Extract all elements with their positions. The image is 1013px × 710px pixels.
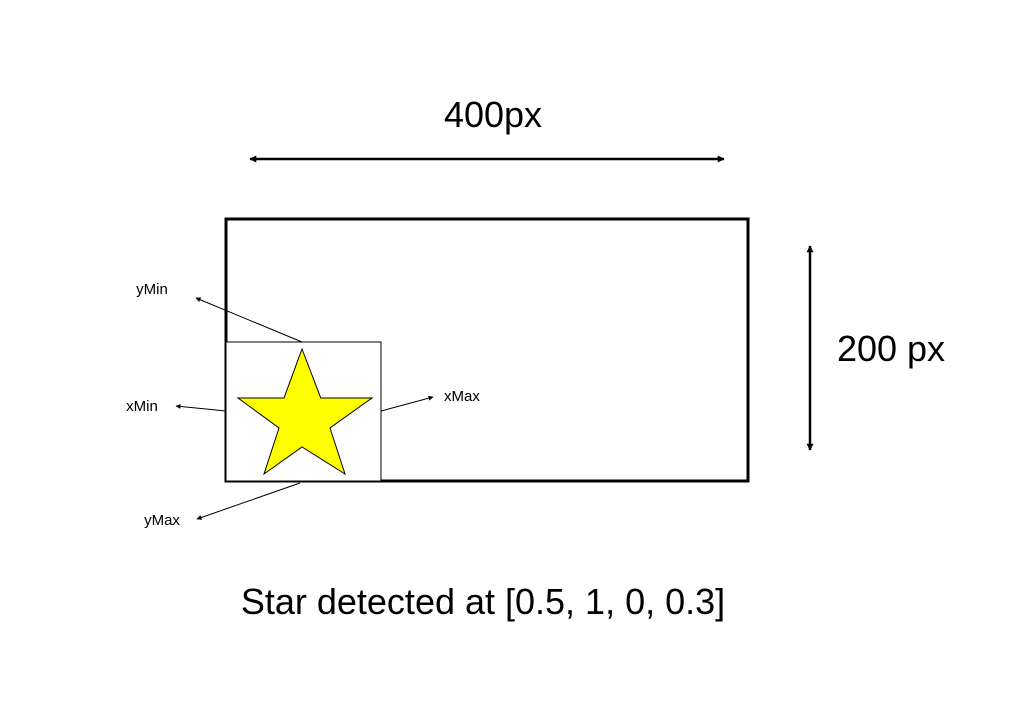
ymin-pointer [195, 297, 303, 343]
height-label: 200 px [837, 328, 945, 369]
xmin-label: xMin [126, 398, 158, 415]
xmin-pointer [175, 403, 227, 412]
star-icon [236, 347, 374, 476]
detection-caption: Star detected at [0.5, 1, 0, 0.3] [241, 581, 725, 622]
width-label: 400px [444, 94, 542, 135]
ymax-pointer [196, 482, 301, 520]
xmax-pointer [380, 395, 434, 412]
xmax-label: xMax [444, 388, 480, 405]
ymax-label: yMax [144, 512, 180, 529]
ymin-label: yMin [136, 281, 168, 298]
